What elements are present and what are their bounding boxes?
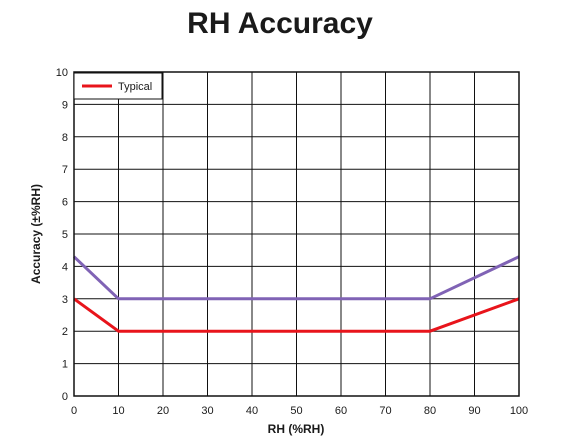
y-tick-label: 4: [62, 261, 68, 273]
y-tick-label: 5: [62, 229, 68, 241]
series-line-2: [72, 255, 520, 301]
y-tick-label: 6: [62, 197, 68, 209]
y-tick-label: 3: [62, 294, 68, 306]
x-tick-label: 30: [201, 405, 213, 417]
y-tick-label: 1: [62, 359, 68, 371]
y-tick-label: 7: [62, 164, 68, 176]
x-axis-label: RH (%RH): [268, 422, 325, 436]
x-tick-label: 20: [157, 405, 169, 417]
grid-lines: [73, 71, 520, 397]
plot-frame: [73, 71, 520, 397]
y-tick-label: 2: [62, 326, 68, 338]
x-tick-label: 40: [246, 405, 258, 417]
tick-labels: 0 10 20 30 40 50 60 70 80 90 100 0 1 2 3 4 5 6 7 8 9 10: [56, 67, 528, 417]
x-tick-label: 50: [290, 405, 302, 417]
series-lines: [72, 255, 520, 333]
y-axis-label: Accuracy (±%RH): [29, 184, 43, 284]
x-tick-label: 0: [71, 405, 77, 417]
chart-title: RH Accuracy: [187, 7, 373, 40]
series-line-typical: [73, 297, 520, 333]
y-tick-label: 10: [56, 67, 68, 79]
x-tick-label: 60: [335, 405, 347, 417]
x-tick-label: 90: [468, 405, 480, 417]
x-tick-label: 70: [379, 405, 391, 417]
x-tick-label: 10: [112, 405, 124, 417]
legend-label-typical: Typical: [118, 81, 152, 93]
legend: Typical: [73, 72, 163, 100]
x-tick-label: 100: [510, 405, 528, 417]
y-tick-label: 0: [62, 391, 68, 403]
y-tick-label: 9: [62, 99, 68, 111]
x-tick-label: 80: [424, 405, 436, 417]
y-tick-label: 8: [62, 132, 68, 144]
